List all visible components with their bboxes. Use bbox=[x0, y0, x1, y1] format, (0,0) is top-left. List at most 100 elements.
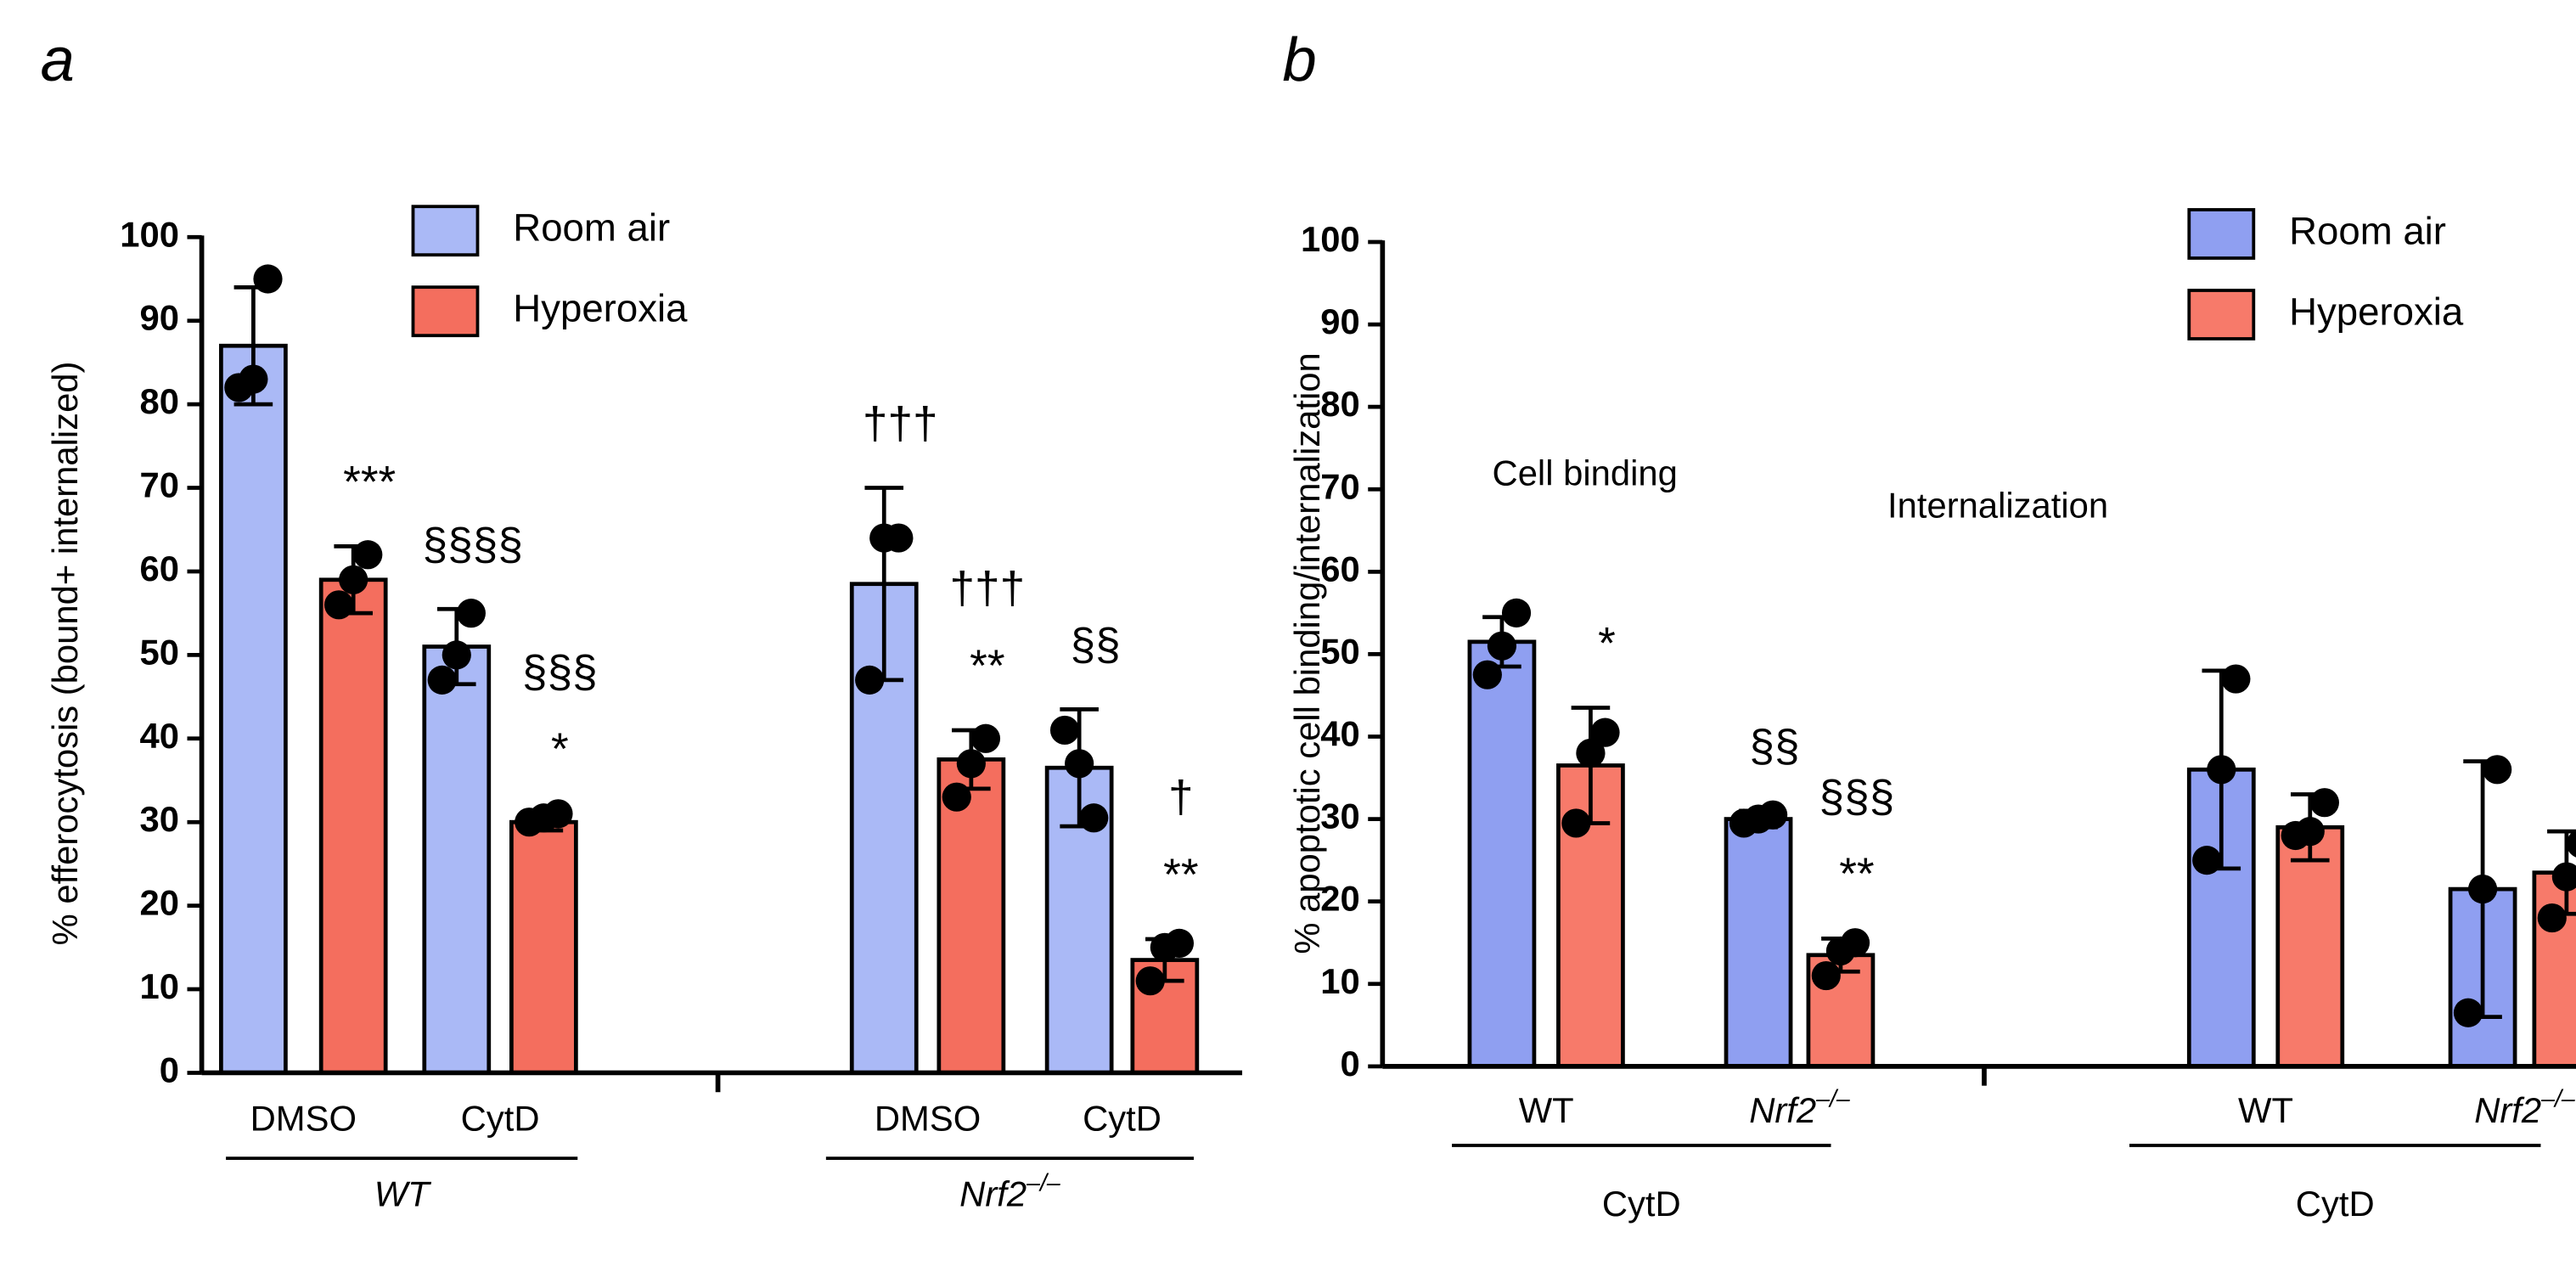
x-tick-label-sup: –/– bbox=[2540, 1085, 2576, 1112]
data-point bbox=[1576, 738, 1606, 768]
y-tick-label: 0 bbox=[1340, 1044, 1359, 1083]
y-tick-label: 60 bbox=[1320, 549, 1359, 588]
y-tick-label: 10 bbox=[140, 966, 179, 1006]
data-point bbox=[2551, 862, 2576, 892]
group-label-sup: –/– bbox=[1026, 1169, 1061, 1196]
significance: §§§§ bbox=[423, 520, 523, 570]
data-point bbox=[339, 565, 368, 594]
y-tick-label: 70 bbox=[140, 465, 179, 505]
legend-label: Room air bbox=[2289, 210, 2446, 253]
significance: ** bbox=[1163, 850, 1198, 900]
y-tick-label: 100 bbox=[1301, 219, 1360, 259]
y-tick-label: 90 bbox=[140, 298, 179, 338]
significance: *** bbox=[343, 457, 396, 507]
data-point bbox=[1501, 598, 1532, 627]
data-point bbox=[1065, 749, 1094, 779]
data-point bbox=[253, 264, 283, 294]
data-point bbox=[1487, 631, 1517, 661]
data-point bbox=[2467, 875, 2498, 904]
y-tick-label: 20 bbox=[1320, 879, 1359, 919]
group-label-text: CytD bbox=[2296, 1184, 2375, 1224]
bar bbox=[1724, 817, 1793, 1069]
significance: * bbox=[551, 724, 569, 774]
x-tick-label: DMSO bbox=[250, 1098, 357, 1138]
x-tick-label: WT bbox=[2238, 1090, 2293, 1130]
legend-swatch bbox=[411, 285, 480, 338]
bar bbox=[219, 343, 288, 1075]
significance: §§§ bbox=[522, 647, 598, 697]
y-tick-label: 80 bbox=[140, 381, 179, 421]
data-point bbox=[942, 782, 971, 812]
data-point bbox=[1135, 966, 1165, 996]
x-tick-label: Nrf2–/– bbox=[2474, 1085, 2576, 1130]
significance: ††† bbox=[863, 398, 938, 448]
y-tick-label: 60 bbox=[140, 549, 179, 588]
x-tick-label-text: Nrf2 bbox=[1749, 1090, 1816, 1130]
x-tick-label-text: Nrf2 bbox=[2474, 1090, 2541, 1130]
data-point bbox=[2483, 755, 2512, 785]
y-tick-label: 0 bbox=[160, 1049, 179, 1089]
legend-label: Hyperoxia bbox=[513, 287, 688, 330]
significance: † bbox=[1168, 773, 1194, 823]
significance: ††† bbox=[949, 564, 1025, 614]
group-label: CytD bbox=[1602, 1184, 1681, 1224]
y-tick-label: 30 bbox=[140, 799, 179, 839]
data-point bbox=[855, 665, 885, 695]
group-label: WT bbox=[374, 1174, 431, 1214]
data-point bbox=[1150, 932, 1179, 962]
significance: ** bbox=[970, 641, 1004, 691]
x-tick-label-sup: –/– bbox=[1815, 1085, 1851, 1112]
data-point bbox=[323, 590, 354, 620]
y-tick-label: 30 bbox=[1320, 796, 1359, 836]
data-point bbox=[427, 665, 457, 695]
legend-label: Hyperoxia bbox=[2289, 290, 2464, 334]
panel-label: a bbox=[41, 26, 75, 94]
data-point bbox=[869, 523, 899, 553]
data-point bbox=[2295, 817, 2325, 847]
data-point bbox=[956, 749, 986, 779]
y-tick-label: 90 bbox=[1320, 301, 1359, 341]
data-point bbox=[1743, 804, 1774, 834]
x-tick-label: DMSO bbox=[875, 1098, 981, 1138]
data-point bbox=[529, 803, 559, 833]
bar bbox=[318, 577, 388, 1075]
legend-swatch bbox=[411, 205, 480, 257]
data-point bbox=[2537, 903, 2567, 933]
data-point bbox=[2221, 664, 2251, 694]
legend-swatch bbox=[2187, 289, 2256, 340]
significance: ** bbox=[1839, 849, 1874, 899]
y-tick-label: 80 bbox=[1320, 384, 1359, 424]
significance: §§§ bbox=[1820, 772, 1895, 822]
section-label: Internalization bbox=[1887, 486, 2108, 526]
bar bbox=[509, 819, 578, 1075]
panel-label: b bbox=[1283, 26, 1317, 94]
y-tick-label: 20 bbox=[140, 883, 179, 923]
data-point bbox=[1049, 715, 1080, 746]
data-point bbox=[442, 640, 471, 670]
x-tick-label: WT bbox=[1519, 1090, 1574, 1130]
y-axis-label: % efferocytosis (bound+ internalized) bbox=[45, 362, 85, 946]
legend-swatch bbox=[2187, 208, 2256, 260]
significance: * bbox=[1598, 618, 1616, 668]
group-label-text: WT bbox=[374, 1174, 431, 1214]
x-tick-label: Nrf2–/– bbox=[1749, 1085, 1851, 1130]
significance: §§ bbox=[1071, 620, 1121, 670]
bar bbox=[422, 644, 492, 1075]
group-label-text: CytD bbox=[1602, 1184, 1681, 1224]
data-point bbox=[1079, 803, 1109, 833]
data-point bbox=[1590, 717, 1620, 747]
data-point bbox=[2453, 998, 2483, 1027]
data-point bbox=[2566, 830, 2576, 858]
data-point bbox=[1825, 936, 1856, 966]
data-point bbox=[1561, 808, 1591, 838]
y-tick-label: 40 bbox=[1320, 714, 1359, 754]
data-point bbox=[970, 723, 1001, 753]
group-label-text: Nrf2 bbox=[959, 1174, 1026, 1214]
data-point bbox=[1811, 960, 1841, 991]
x-tick-label: CytD bbox=[1083, 1098, 1161, 1138]
y-tick-label: 50 bbox=[1320, 631, 1359, 671]
y-tick-label: 40 bbox=[140, 716, 179, 756]
group-label: Nrf2–/– bbox=[959, 1169, 1061, 1214]
bar bbox=[2532, 870, 2576, 1069]
